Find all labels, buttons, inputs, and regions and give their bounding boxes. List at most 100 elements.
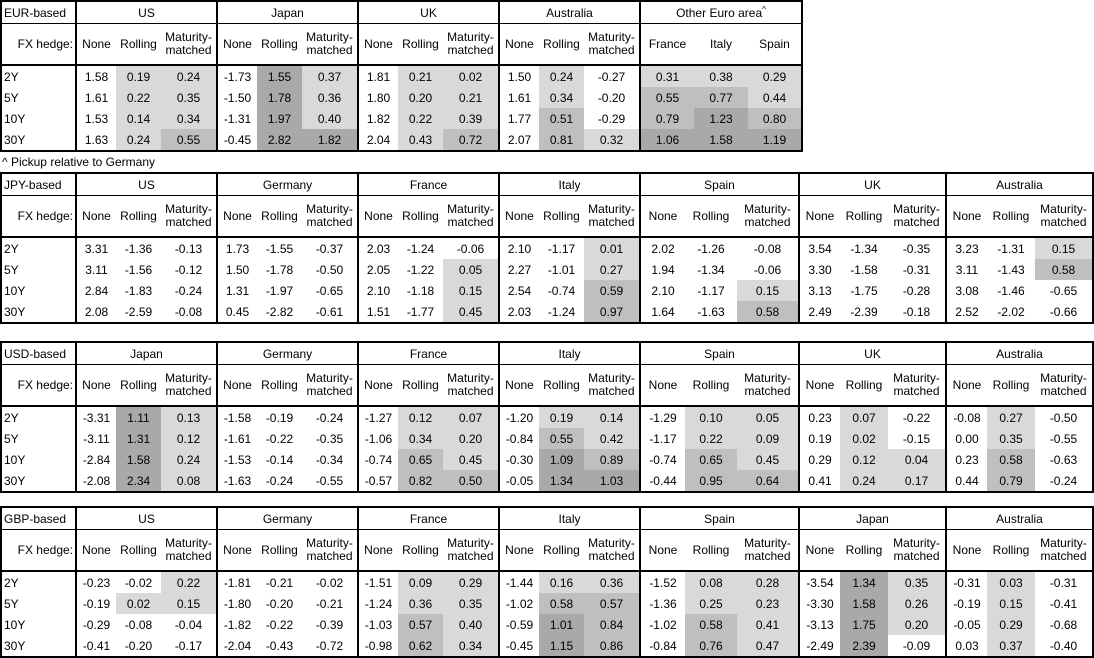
value-cell: -0.55 [315, 473, 344, 488]
value-cell: -1.31 [216, 108, 257, 129]
value-cell: -1.36 [639, 593, 685, 614]
group-header: UK [798, 342, 946, 365]
table-jpy-based: JPY-based US Germany France Italy Spain UK Aust… [0, 172, 1094, 324]
value-cell: -0.27 [597, 69, 626, 84]
value-cell: -1.56 [124, 262, 153, 277]
value-cell: 0.36 [398, 593, 443, 614]
value-cell: 0.20 [398, 87, 443, 108]
value-cell: 0.31 [639, 65, 694, 87]
value-cell: -0.22 [265, 617, 294, 632]
value-cell: -1.52 [639, 571, 685, 593]
value-cell: -0.05 [945, 614, 987, 635]
value-cell: -1.17 [697, 283, 725, 298]
value-cell: -0.29 [75, 614, 116, 635]
tenor-label: 30Y [4, 132, 26, 147]
value-cell: 0.24 [116, 129, 161, 151]
value-cell: 0.45 [737, 449, 799, 470]
value-cell: 0.36 [302, 87, 358, 108]
value-cell: 0.24 [161, 65, 217, 87]
hedge-column-header: None [798, 195, 840, 238]
value-cell: -0.84 [498, 428, 539, 449]
value-cell: 0.77 [694, 87, 748, 108]
hedge-column-header: Maturity-matched [443, 529, 499, 572]
value-cell: -0.72 [315, 638, 344, 653]
table-title: USD-based [1, 342, 76, 365]
value-cell: 0.32 [584, 129, 640, 151]
tenor-label: 10Y [4, 283, 26, 298]
value-cell: 3.11 [945, 259, 987, 280]
value-cell: -0.08 [753, 241, 782, 256]
value-cell: -0.50 [315, 262, 344, 277]
tenor-label: 2Y [4, 241, 19, 256]
value-cell: 0.57 [398, 614, 443, 635]
group-header: France [357, 173, 499, 196]
value-cell: -1.27 [357, 406, 398, 428]
hedge-column-header: Maturity-matched [443, 195, 499, 238]
value-cell: 0.55 [639, 87, 694, 108]
value-cell: 2.10 [357, 280, 398, 301]
value-cell: 0.02 [116, 593, 161, 614]
hedge-column-header: None [75, 195, 116, 238]
group-header: Australia [498, 1, 640, 24]
value-cell: 0.20 [443, 428, 499, 449]
value-cell: 0.45 [216, 301, 257, 323]
value-cell: 1.53 [75, 108, 116, 129]
value-cell: -0.74 [639, 449, 685, 470]
value-cell: 1.09 [539, 449, 584, 470]
value-cell: 0.45 [443, 449, 499, 470]
hedge-column-header: Italy [694, 23, 748, 66]
value-cell: -1.51 [357, 571, 398, 593]
value-cell: -0.39 [315, 617, 344, 632]
value-cell: 0.40 [302, 108, 358, 129]
value-cell: -0.55 [1049, 431, 1078, 446]
value-cell: -2.49 [798, 635, 840, 657]
hedge-column-header: Rolling [398, 364, 443, 407]
hedge-column-header: Maturity-matched [584, 23, 640, 66]
value-cell: -0.31 [945, 571, 987, 593]
value-cell: 3.23 [945, 237, 987, 259]
value-cell: -0.57 [357, 470, 398, 492]
hedge-column-header: None [357, 23, 398, 66]
value-cell: 0.04 [888, 449, 946, 470]
group-header: Japan [798, 507, 946, 530]
group-header: Germany [216, 173, 358, 196]
value-cell: 0.24 [840, 470, 888, 492]
value-cell: 0.44 [945, 470, 987, 492]
value-cell: 0.29 [443, 571, 499, 593]
value-cell: 0.86 [584, 635, 640, 657]
value-cell: 1.80 [357, 87, 398, 108]
value-cell: 2.07 [498, 129, 539, 151]
value-cell: -0.09 [902, 638, 931, 653]
value-cell: -0.34 [315, 452, 344, 467]
table-gap [0, 324, 1094, 341]
hedge-column-header: None [75, 529, 116, 572]
value-cell: -0.44 [639, 470, 685, 492]
value-cell: -0.20 [124, 638, 153, 653]
value-cell: 3.30 [798, 259, 840, 280]
value-cell: -1.34 [697, 262, 725, 277]
value-cell: -0.41 [75, 635, 116, 657]
hedge-column-header: Maturity-matched [737, 195, 799, 238]
value-cell: 1.58 [75, 65, 116, 87]
value-cell: 0.72 [443, 129, 499, 151]
hedge-column-header: Rolling [398, 23, 443, 66]
hedge-column-header: None [798, 364, 840, 407]
fx-hedge-label: FX hedge: [1, 364, 76, 407]
footnote: ^ Pickup relative to Germany [2, 155, 156, 169]
value-cell: 1.51 [357, 301, 398, 323]
value-cell: -1.17 [547, 241, 576, 256]
value-cell: -0.19 [265, 410, 294, 425]
tenor-label: 2Y [4, 575, 19, 590]
value-cell: 0.12 [161, 428, 217, 449]
value-cell: 0.36 [584, 571, 640, 593]
value-cell: 0.34 [539, 87, 584, 108]
group-header: US [75, 173, 217, 196]
hedge-column-header: Maturity-matched [1035, 364, 1093, 407]
value-cell: 1.77 [498, 108, 539, 129]
hedge-column-header: None [498, 23, 539, 66]
value-cell: 0.62 [398, 635, 443, 657]
value-cell: -1.02 [498, 593, 539, 614]
value-cell: -1.18 [406, 283, 435, 298]
hedge-column-header: Maturity-matched [443, 364, 499, 407]
value-cell: -1.63 [216, 470, 257, 492]
